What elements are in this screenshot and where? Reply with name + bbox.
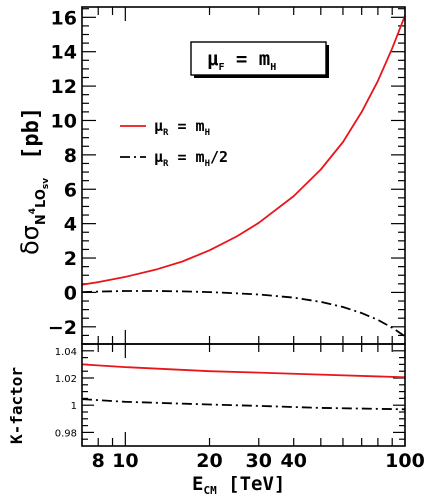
main-y-tick-label: 0 — [64, 282, 77, 304]
main-y-tick-labels: −2 0 2 4 6 8 10 12 14 16 — [48, 7, 77, 338]
x-tick-label: 20 — [196, 450, 222, 472]
main-series-line-2 — [81, 290, 406, 338]
ratio-y-tick-labels: 0.98 1 1.02 1.04 — [55, 347, 77, 440]
ratio-y-axis-label: K-factor — [7, 367, 26, 444]
ratio-panel-ticks — [81, 344, 406, 446]
legend: μR = mH μR = mH/2 — [120, 117, 228, 169]
ratio-y-tick-label: 1.04 — [55, 347, 77, 358]
main-y-tick-label: 2 — [64, 248, 77, 270]
ratio-series-line-2 — [81, 398, 406, 411]
main-y-tick-label: 14 — [51, 42, 77, 64]
ratio-y-tick-label: 1.02 — [55, 374, 77, 385]
ratio-y-tick-label: 0.98 — [55, 428, 77, 439]
ratio-y-tick-label: 1 — [71, 401, 77, 412]
ratio-panel-series — [81, 363, 406, 411]
x-tick-label: 10 — [112, 450, 138, 472]
main-panel-ticks — [81, 7, 406, 345]
main-y-tick-label: −2 — [48, 317, 77, 339]
x-tick-label: 40 — [280, 450, 306, 472]
x-tick-label: 100 — [385, 450, 425, 472]
main-y-tick-label: 16 — [51, 7, 77, 29]
main-y-tick-label: 6 — [64, 179, 77, 201]
main-y-tick-label: 12 — [51, 76, 77, 98]
main-panel-series — [81, 15, 406, 338]
main-series-line-1 — [81, 15, 406, 286]
legend-label-mu-r-mh: μR = mH — [154, 117, 210, 138]
legend-label-mu-r-mh-half: μR = mH/2 — [154, 148, 228, 169]
main-y-tick-label: 8 — [64, 145, 77, 167]
x-tick-label: 8 — [92, 450, 105, 472]
main-y-tick-label: 4 — [64, 214, 77, 236]
x-tick-label: 30 — [246, 450, 272, 472]
main-y-axis-label: δσN4LOsv[pb] — [16, 107, 51, 255]
x-axis-label: ECM [TeV] — [192, 473, 285, 497]
main-y-tick-label: 10 — [51, 110, 77, 132]
scale-choice-label: μF = mH — [207, 48, 276, 73]
x-tick-labels: 8 10 20 30 40 100 — [92, 450, 425, 472]
ratio-plot-frame — [81, 343, 406, 447]
scale-choice-box: μF = mH — [190, 41, 329, 78]
ratio-series-line-1 — [81, 363, 406, 379]
